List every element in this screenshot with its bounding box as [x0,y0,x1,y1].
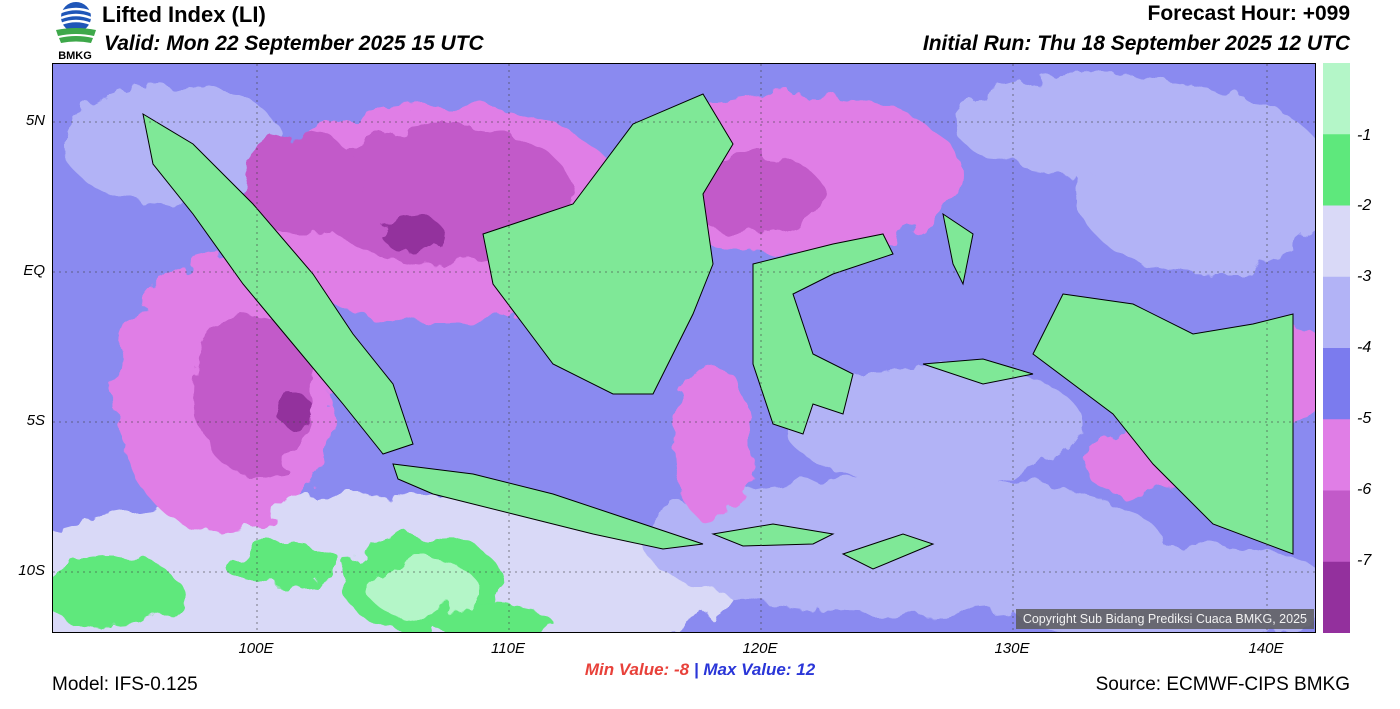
min-max-values: Min Value: -8 | Max Value: 12 [0,660,1400,680]
lat-label-eq: EQ [23,262,45,279]
colorbar-segment [1323,63,1350,135]
bmkg-logo: BMKG [50,0,100,62]
max-label: Max Value: [703,660,792,679]
colorbar-segment [1323,490,1350,563]
colorbar-segment [1323,276,1350,349]
forecast-hour: Forecast Hour: +099 [1147,2,1351,25]
colorbar [1323,63,1350,634]
colorbar-label: -7 [1357,552,1372,569]
chart-title: Lifted Index (LI) [102,2,266,27]
initial-run: Initial Run: Thu 18 September 2025 12 UT… [922,32,1350,55]
colorbar-segment [1323,561,1350,634]
copyright-notice: Copyright Sub Bidang Prediksi Cuaca BMKG… [1015,609,1314,629]
model-label: Model: IFS-0.125 [52,674,198,695]
logo-text: BMKG [58,50,92,62]
lat-label-5s: 5S [26,412,45,429]
lon-label-140e: 140E [1248,640,1284,657]
max-value: 12 [796,660,816,679]
colorbar-label: -4 [1357,339,1372,356]
lat-label-5n: 5N [25,112,45,129]
colorbar-label: -3 [1357,268,1372,285]
lifted-index-map [52,63,1316,633]
min-value: -8 [673,660,690,679]
colorbar-label: -1 [1357,127,1372,144]
source-label: Source: ECMWF-CIPS BMKG [1095,674,1350,695]
colorbar-label: -6 [1357,481,1372,498]
colorbar-segment [1323,205,1350,278]
lat-label-10s: 10S [18,562,45,579]
valid-time: Valid: Mon 22 September 2025 15 UTC [104,32,484,55]
colorbar-label: -2 [1357,197,1372,214]
colorbar-segment [1323,419,1350,491]
colorbar-segment [1323,134,1350,206]
colorbar-segment [1323,348,1350,420]
colorbar-label: -5 [1357,410,1372,427]
min-label: Min Value: [584,660,670,679]
separator: | [693,660,699,679]
lon-label-100e: 100E [238,640,274,657]
lon-label-120e: 120E [742,640,778,657]
lon-label-110e: 110E [491,640,525,657]
lon-label-130e: 130E [994,640,1030,657]
